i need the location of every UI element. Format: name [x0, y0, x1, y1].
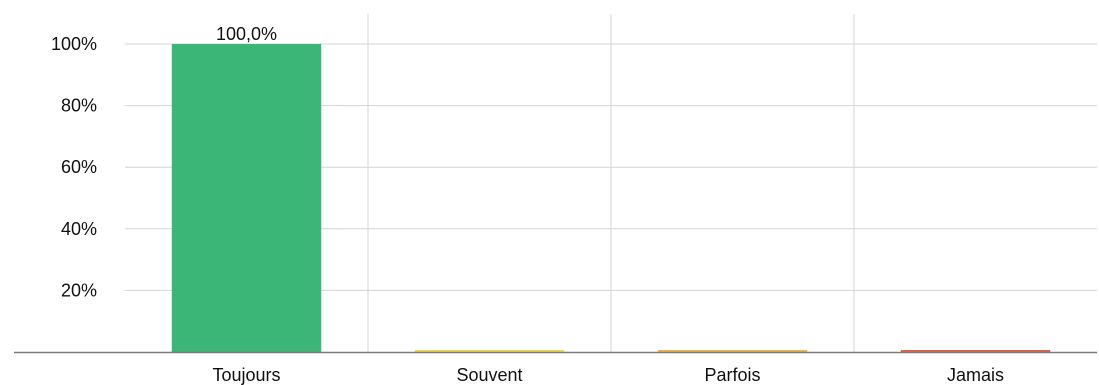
- x-tick-label: Toujours: [212, 365, 280, 385]
- y-tick-label: 80%: [61, 96, 97, 116]
- labels-layer: 20% 40% 60% 80% 100% Toujours 100,0% Souvent Par…: [51, 24, 1004, 385]
- bar-souvent: [414, 350, 565, 352]
- y-tick-label: 100%: [51, 34, 97, 54]
- x-tick-label: Jamais: [947, 365, 1004, 385]
- bar-value-label: 100,0%: [216, 24, 277, 44]
- bar-jamais: [900, 350, 1051, 352]
- x-tick-label: Parfois: [704, 365, 760, 385]
- y-tick-label: 40%: [61, 219, 97, 239]
- y-tick-label: 20%: [61, 280, 97, 300]
- bars-layer: [171, 44, 1051, 352]
- bar-toujours: [171, 44, 322, 352]
- bar-parfois: [657, 350, 808, 352]
- y-tick-label: 60%: [61, 157, 97, 177]
- x-tick-label: Souvent: [456, 365, 522, 385]
